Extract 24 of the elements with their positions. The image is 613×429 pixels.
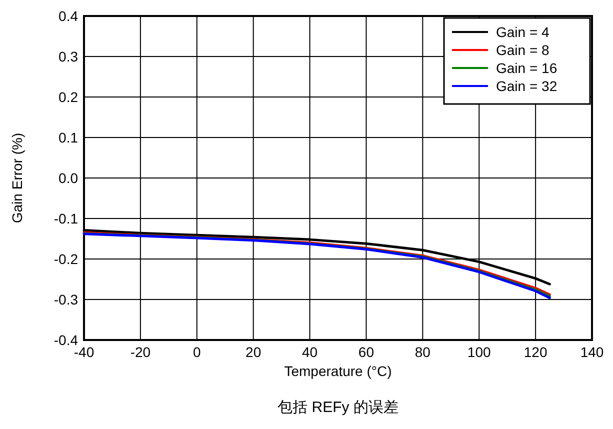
text: 包括 REFy 的误差 [278, 399, 398, 416]
x-tick-label: -20 [130, 344, 151, 360]
legend-label: Gain = 16 [496, 60, 558, 76]
y-tick-label: 0.3 [58, 48, 78, 64]
x-tick-label: 120 [524, 344, 548, 360]
x-tick-label: 80 [414, 344, 431, 360]
y-tick-label: 0.2 [58, 89, 78, 105]
legend-label: Gain = 4 [496, 24, 550, 40]
y-tick-label: -0.3 [54, 292, 78, 308]
y-tick-label: 0.4 [58, 8, 78, 24]
y-tick-label: -0.2 [54, 251, 78, 267]
x-axis-title: Temperature (°C) [284, 363, 392, 379]
x-tick-label: 100 [467, 344, 492, 360]
x-tick-label: 60 [358, 344, 374, 360]
x-tick-label: 0 [192, 344, 201, 360]
x-tick-label: 140 [580, 344, 604, 360]
y-tick-label: 0.1 [58, 130, 78, 146]
x-tick-label: 20 [246, 344, 262, 360]
legend-label: Gain = 8 [496, 42, 550, 58]
y-axis-title: Gain Error (%) [9, 132, 25, 224]
x-tick-label: 40 [302, 344, 318, 360]
y-tick-label: 0.0 [58, 170, 78, 186]
y-tick-label: -0.1 [54, 210, 78, 226]
legend-label: Gain = 32 [496, 78, 558, 94]
